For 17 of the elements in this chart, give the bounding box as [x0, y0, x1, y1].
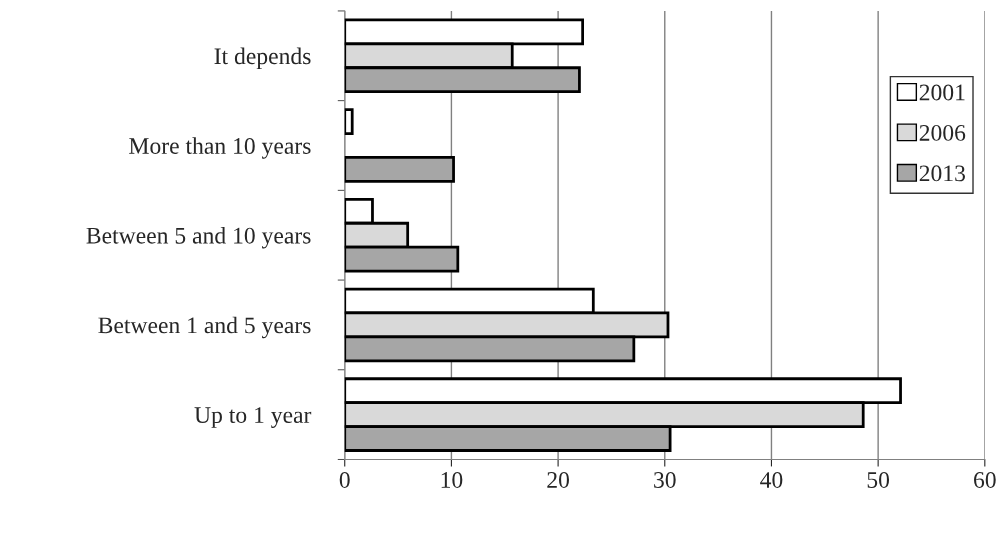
x-tick-label: 60	[974, 471, 996, 488]
x-tick-label: 10	[441, 471, 463, 488]
y-tick-label: Between 5 and 10 years	[86, 227, 311, 249]
x-tick-label: 20	[547, 471, 569, 488]
legend-label: 2006	[919, 124, 966, 141]
y-tick-label: It depends	[214, 47, 311, 70]
y-tick-label: More than 10 years	[129, 137, 311, 159]
bar	[344, 156, 455, 183]
y-tick-label: Between 1 and 5 years	[98, 316, 311, 339]
x-tick-label: 30	[654, 471, 676, 488]
x-tick-label: 50	[867, 471, 890, 488]
y-tick-label: Up to 1 year	[194, 407, 312, 428]
bar	[344, 108, 354, 135]
legend-label: 2001	[919, 84, 965, 101]
legend-label: 2013	[919, 165, 965, 182]
x-tick-label: 0	[339, 471, 350, 488]
x-tick-label: 40	[760, 471, 783, 488]
